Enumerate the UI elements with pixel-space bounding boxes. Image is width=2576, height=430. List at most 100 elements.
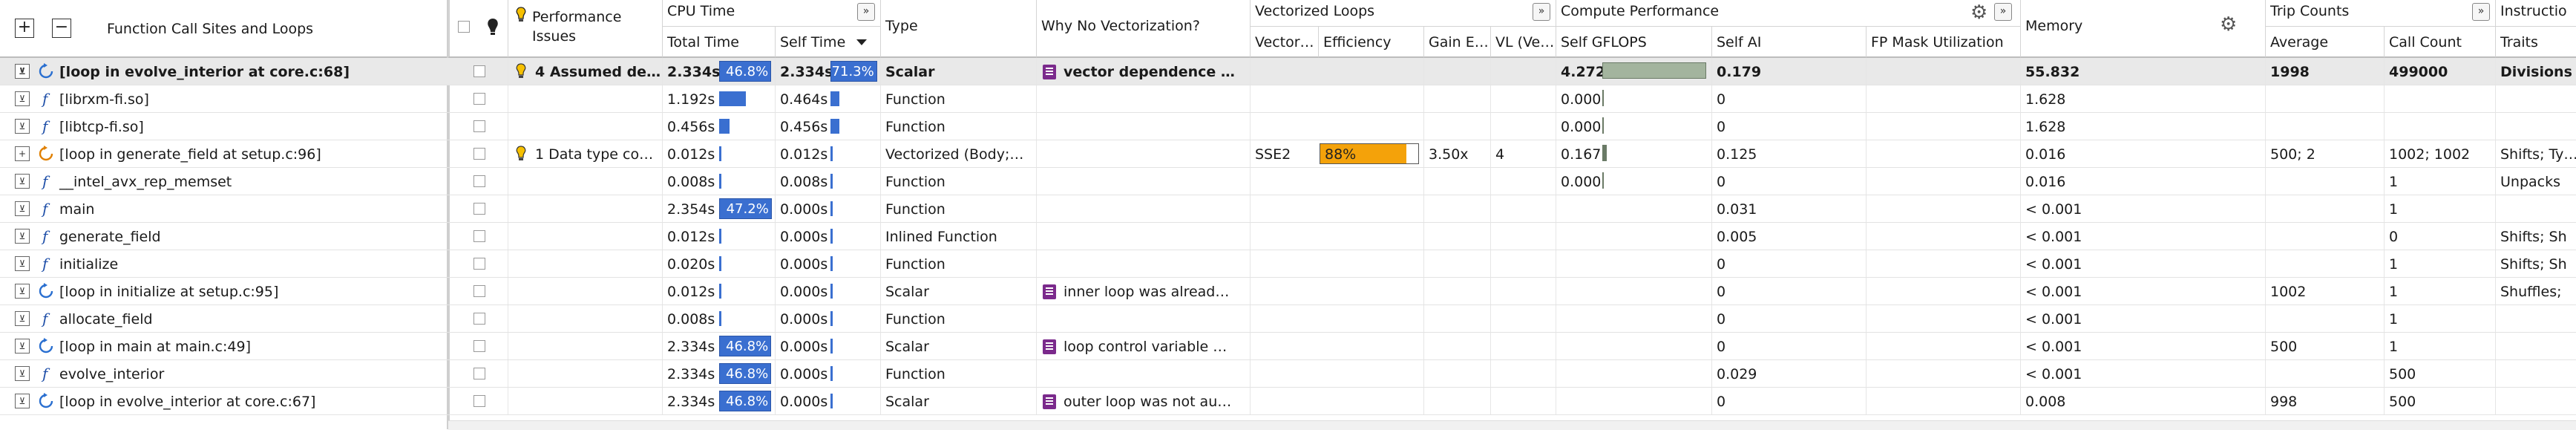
why-no-vectorization-cell[interactable] <box>1036 305 1250 332</box>
row-source-icon[interactable]: ⊻ <box>15 229 30 244</box>
row-source-icon[interactable]: ⊻ <box>15 91 30 106</box>
double-chevron-right-icon[interactable]: » <box>1533 3 1550 21</box>
function-callsites-column-title[interactable]: Function Call Sites and Loops <box>107 21 314 37</box>
efficiency-column-header[interactable]: Efficiency <box>1318 27 1423 58</box>
select-all-checkbox[interactable] <box>458 21 470 33</box>
performance-issues-cell[interactable] <box>508 113 662 140</box>
collapse-all-button[interactable]: − <box>52 19 71 38</box>
table-row[interactable]: ⊻ f [libtcp-fi.so] 0.456s 0.456s Function 0.00… <box>0 113 2576 140</box>
self-time-column-header[interactable]: Self Time <box>775 27 880 58</box>
why-no-vectorization-cell[interactable] <box>1036 250 1250 277</box>
row-source-icon[interactable]: ⊻ <box>15 256 30 271</box>
performance-issues-header[interactable]: Performance Issues <box>508 0 662 58</box>
performance-issues-cell[interactable] <box>508 168 662 195</box>
performance-issues-cell[interactable] <box>508 223 662 250</box>
why-no-vectorization-cell[interactable] <box>1036 85 1250 112</box>
table-row[interactable]: ⊻ f generate_field 0.012s 0.000s Inlined Func… <box>0 223 2576 250</box>
row-source-icon[interactable]: ⊻ <box>15 64 30 79</box>
row-checkbox[interactable] <box>473 148 485 160</box>
performance-issues-cell[interactable] <box>508 360 662 387</box>
row-source-icon[interactable]: ⊻ <box>15 366 30 381</box>
memory-column-header[interactable]: Memory ⚙ <box>2020 0 2265 58</box>
table-row[interactable]: ⊻ f evolve_interior 2.334s 46.8% 0.000s Functi… <box>0 360 2576 388</box>
row-checkbox[interactable] <box>473 93 485 105</box>
row-source-icon[interactable]: ⊻ <box>15 284 30 299</box>
performance-issues-cell[interactable] <box>508 250 662 277</box>
horizontal-scrollbar[interactable] <box>448 420 2576 430</box>
row-source-icon[interactable]: ⊻ <box>15 339 30 354</box>
row-checkbox[interactable] <box>473 120 485 132</box>
performance-issues-cell[interactable] <box>508 195 662 222</box>
row-source-icon[interactable]: ⊻ <box>15 311 30 326</box>
function-icon: f <box>41 90 50 108</box>
why-no-vectorization-cell[interactable]: inner loop was alread… <box>1036 278 1250 304</box>
self-time-cell: 0.000s <box>775 250 880 277</box>
table-row[interactable]: ⊻ f initialize 0.020s 0.000s Function 0 < 0.001… <box>0 250 2576 278</box>
double-chevron-right-icon[interactable]: » <box>1994 3 2012 21</box>
why-no-vectorization-cell[interactable]: vector dependence … <box>1036 58 1250 85</box>
table-row[interactable]: ⊻ [loop in evolve_interior at core.c:67] 2… <box>0 388 2576 415</box>
row-checkbox[interactable] <box>473 65 485 77</box>
row-checkbox[interactable] <box>473 313 485 325</box>
row-source-icon[interactable]: ⊻ <box>15 174 30 189</box>
total-time-column-header[interactable]: Total Time <box>662 27 775 58</box>
why-no-vectorization-cell[interactable] <box>1036 360 1250 387</box>
why-no-vectorization-cell[interactable] <box>1036 223 1250 250</box>
row-source-icon[interactable]: ⊻ <box>15 119 30 134</box>
self-gflops-column-header[interactable]: Self GFLOPS <box>1556 27 1711 58</box>
performance-issues-cell[interactable] <box>508 388 662 414</box>
why-no-vectorization-cell[interactable] <box>1036 140 1250 167</box>
why-no-vectorization-column-header[interactable]: Why No Vectorization? <box>1036 0 1250 58</box>
row-checkbox[interactable] <box>473 230 485 242</box>
table-row[interactable]: ⊻ f allocate_field 0.008s 0.000s Function 0 < 0… <box>0 305 2576 333</box>
fp-mask-column-header[interactable]: FP Mask Utilization <box>1866 27 2020 58</box>
expand-all-button[interactable]: + <box>15 19 34 38</box>
row-checkbox[interactable] <box>473 285 485 297</box>
row-checkbox[interactable] <box>473 175 485 187</box>
why-no-vectorization-cell[interactable] <box>1036 113 1250 140</box>
vector-isa-column-header[interactable]: Vector… <box>1250 27 1318 58</box>
table-row[interactable]: ⊻ [loop in initialize at setup.c:95] 0.012… <box>0 278 2576 305</box>
row-checkbox[interactable] <box>473 340 485 352</box>
double-chevron-right-icon[interactable]: » <box>2472 3 2490 21</box>
performance-issues-cell[interactable] <box>508 333 662 359</box>
why-no-vectorization-cell[interactable] <box>1036 168 1250 195</box>
performance-issues-cell[interactable]: 4 Assumed de… <box>508 58 662 85</box>
fp-mask-cell <box>1866 250 2020 277</box>
performance-issues-cell[interactable] <box>508 85 662 112</box>
row-source-icon[interactable]: ⊻ <box>15 394 30 408</box>
self-ai-column-header[interactable]: Self AI <box>1711 27 1866 58</box>
gear-icon[interactable]: ⚙ <box>1970 1 1988 24</box>
table-row[interactable]: ⊻ f __intel_avx_rep_memset 0.008s 0.008s Func… <box>0 168 2576 195</box>
why-no-vectorization-cell[interactable]: loop control variable … <box>1036 333 1250 359</box>
pane-splitter[interactable] <box>447 0 450 429</box>
performance-issues-cell[interactable] <box>508 278 662 304</box>
table-row[interactable]: ⊻ [loop in evolve_interior at core.c:68] 4… <box>0 58 2576 85</box>
call-count-column-header[interactable]: Call Count <box>2384 27 2495 58</box>
traits-cell <box>2495 195 2576 222</box>
trip-average-column-header[interactable]: Average <box>2265 27 2384 58</box>
total-time-cell: 0.012s <box>662 223 775 250</box>
row-source-icon[interactable]: ⊻ <box>15 201 30 216</box>
row-checkbox[interactable] <box>473 203 485 215</box>
traits-column-header[interactable]: Traits <box>2495 27 2576 58</box>
table-row[interactable]: ⊻ f [librxm-fi.so] 1.192s 0.464s Function 0.00… <box>0 85 2576 113</box>
table-row[interactable]: ⊻ f main 2.354s 47.2% 0.000s Function 0.031 < 0.… <box>0 195 2576 223</box>
performance-issues-cell[interactable] <box>508 305 662 332</box>
gear-icon[interactable]: ⚙ <box>2220 13 2238 36</box>
expand-row-button[interactable]: + <box>15 146 30 161</box>
table-row[interactable]: ⊻ [loop in main at main.c:49] 2.334s 46.8% 0… <box>0 333 2576 360</box>
performance-issues-cell[interactable]: 1 Data type co… <box>508 140 662 167</box>
why-no-vectorization-cell[interactable] <box>1036 195 1250 222</box>
table-row[interactable]: + [loop in generate_field at setup.c:96] 1… <box>0 140 2576 168</box>
why-no-vectorization-cell[interactable]: outer loop was not au… <box>1036 388 1250 414</box>
type-column-header[interactable]: Type <box>880 0 1036 58</box>
vector-length-column-header[interactable]: VL (Ve… <box>1490 27 1556 58</box>
double-chevron-right-icon[interactable]: » <box>857 3 875 21</box>
row-checkbox[interactable] <box>473 395 485 407</box>
gain-estimate-column-header[interactable]: Gain E… <box>1423 27 1490 58</box>
row-checkbox[interactable] <box>473 368 485 379</box>
row-checkbox[interactable] <box>473 258 485 270</box>
total-time-bar: 46.8% <box>719 61 772 82</box>
self-gflops-cell <box>1556 250 1711 277</box>
